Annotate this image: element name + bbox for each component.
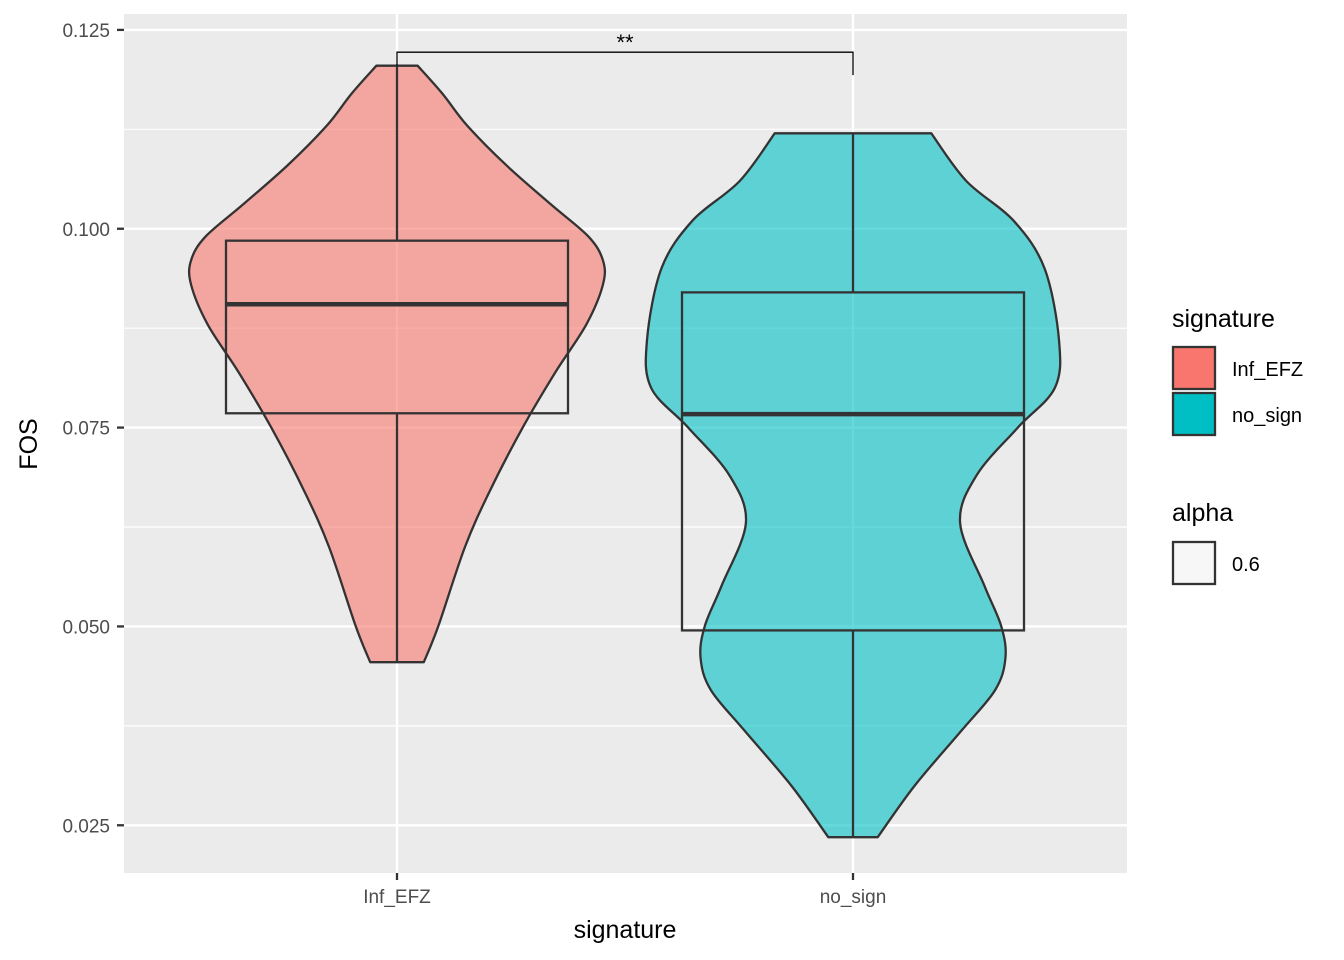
y-tick-label: 0.050 xyxy=(62,617,110,638)
y-tick-label: 0.100 xyxy=(62,220,110,241)
legend-title-signature: signature xyxy=(1172,305,1275,333)
x-tick-label: Inf_EFZ xyxy=(363,887,431,908)
axes: 0.025 0.050 0.075 0.100 0.125 Inf_EFZ no_sign xyxy=(62,21,886,908)
legend-label-alpha: 0.6 xyxy=(1232,554,1260,576)
legend: signature Inf_EFZ no_sign alpha 0.6 xyxy=(1171,305,1303,586)
legend-label-Inf_EFZ: Inf_EFZ xyxy=(1232,359,1303,381)
box-Inf_EFZ xyxy=(224,239,570,415)
y-tick-label: 0.125 xyxy=(62,21,110,42)
legend-key-no_sign xyxy=(1171,391,1217,437)
box-no_sign xyxy=(680,291,1026,632)
y-tick-label: 0.075 xyxy=(62,419,110,440)
legend-key-alpha xyxy=(1171,540,1217,586)
x-tick-label: no_sign xyxy=(820,887,887,908)
violin-no_sign xyxy=(644,132,1062,839)
y-tick-label: 0.025 xyxy=(62,816,110,837)
legend-label-no_sign: no_sign xyxy=(1232,405,1302,427)
significance-label: ** xyxy=(616,30,634,55)
violin-Inf_EFZ xyxy=(187,64,607,664)
x-axis-title: signature xyxy=(574,916,677,944)
significance-bracket xyxy=(396,51,854,76)
legend-key-Inf_EFZ xyxy=(1171,345,1217,391)
legend-title-alpha: alpha xyxy=(1172,499,1233,527)
chart-marks: ** xyxy=(187,30,1062,839)
y-axis-title: FOS xyxy=(15,418,43,469)
